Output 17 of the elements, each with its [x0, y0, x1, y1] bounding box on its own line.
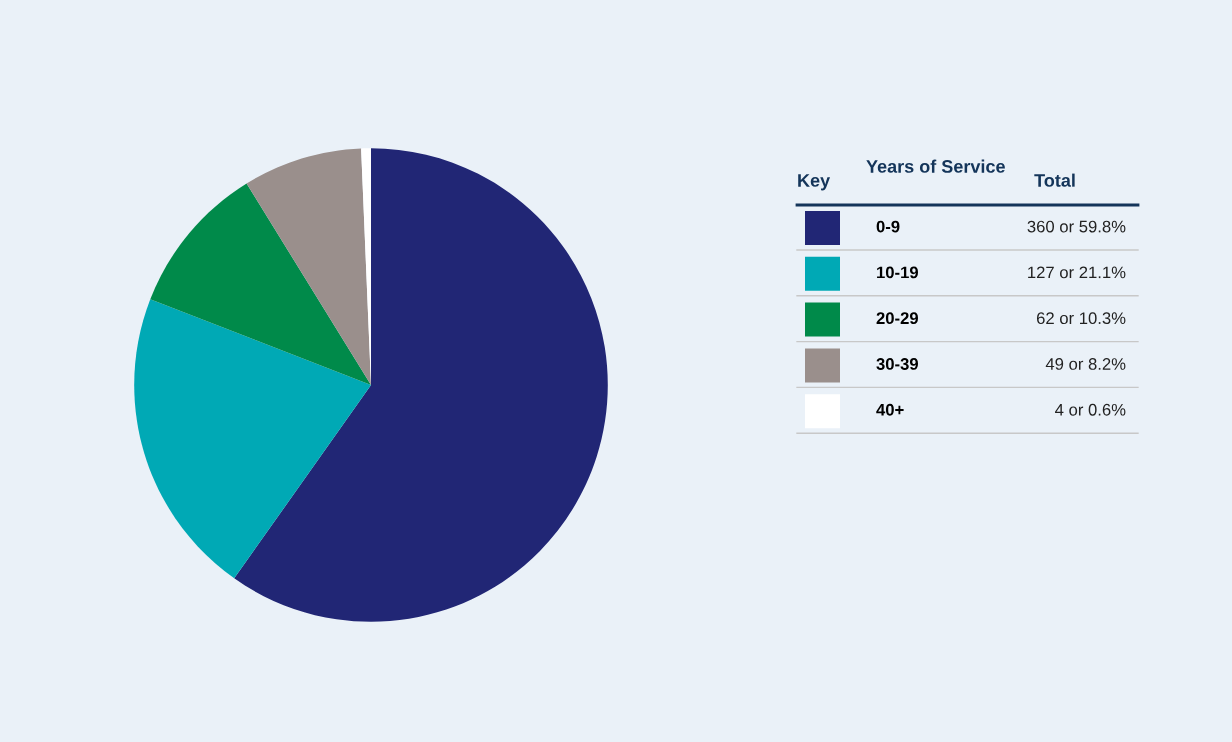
pie-slice: [246, 148, 371, 385]
data-label: 49 or 8.2%: [1045, 358, 1126, 370]
legend-label: 0-9: [876, 220, 900, 233]
legend-label: 30-39: [876, 358, 919, 370]
pie-slice: [150, 183, 371, 385]
data-label: 62 or 10.3%: [1036, 312, 1126, 325]
legend-label: 40+: [876, 403, 904, 416]
data-label: 360 or 59.8%: [1027, 220, 1126, 233]
pie-slice: [234, 148, 608, 622]
pie-slice: [134, 299, 371, 579]
legend-label: 20-29: [876, 312, 919, 325]
data-label: 4 or 0.6%: [1055, 403, 1126, 416]
data-label: 127 or 21.1%: [1028, 266, 1126, 279]
text: Key: [798, 174, 831, 191]
text: Total: [1034, 173, 1075, 187]
legend-title: Years of Service: [866, 159, 1005, 173]
legend-label: 10-19: [877, 266, 919, 279]
